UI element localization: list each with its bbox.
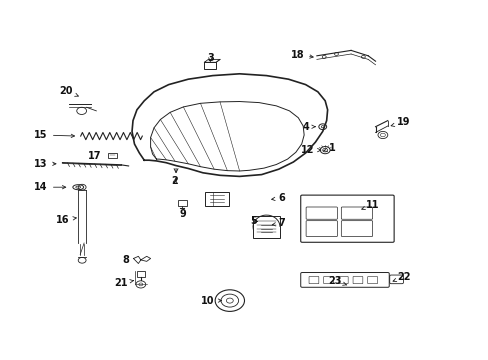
- Text: 14: 14: [34, 182, 65, 192]
- Text: 17: 17: [88, 150, 102, 161]
- Text: 20: 20: [59, 86, 78, 96]
- Text: 2: 2: [171, 176, 178, 186]
- Text: 6: 6: [271, 193, 285, 203]
- Text: 7: 7: [272, 218, 285, 228]
- Text: 15: 15: [34, 130, 74, 140]
- Text: 9: 9: [179, 209, 185, 219]
- Text: 18: 18: [290, 50, 312, 60]
- Text: 8: 8: [122, 255, 129, 265]
- Text: 5: 5: [250, 216, 257, 226]
- Text: 19: 19: [390, 117, 410, 127]
- Text: 12: 12: [300, 145, 320, 155]
- Text: 1: 1: [323, 143, 335, 153]
- Text: 22: 22: [392, 272, 410, 282]
- Text: 3: 3: [206, 53, 213, 63]
- Text: 11: 11: [361, 200, 379, 210]
- Text: 21: 21: [114, 278, 133, 288]
- Text: 4: 4: [302, 122, 315, 132]
- Text: 10: 10: [200, 296, 221, 306]
- Text: 23: 23: [327, 276, 346, 286]
- Text: 16: 16: [56, 215, 76, 225]
- Text: 13: 13: [34, 159, 56, 169]
